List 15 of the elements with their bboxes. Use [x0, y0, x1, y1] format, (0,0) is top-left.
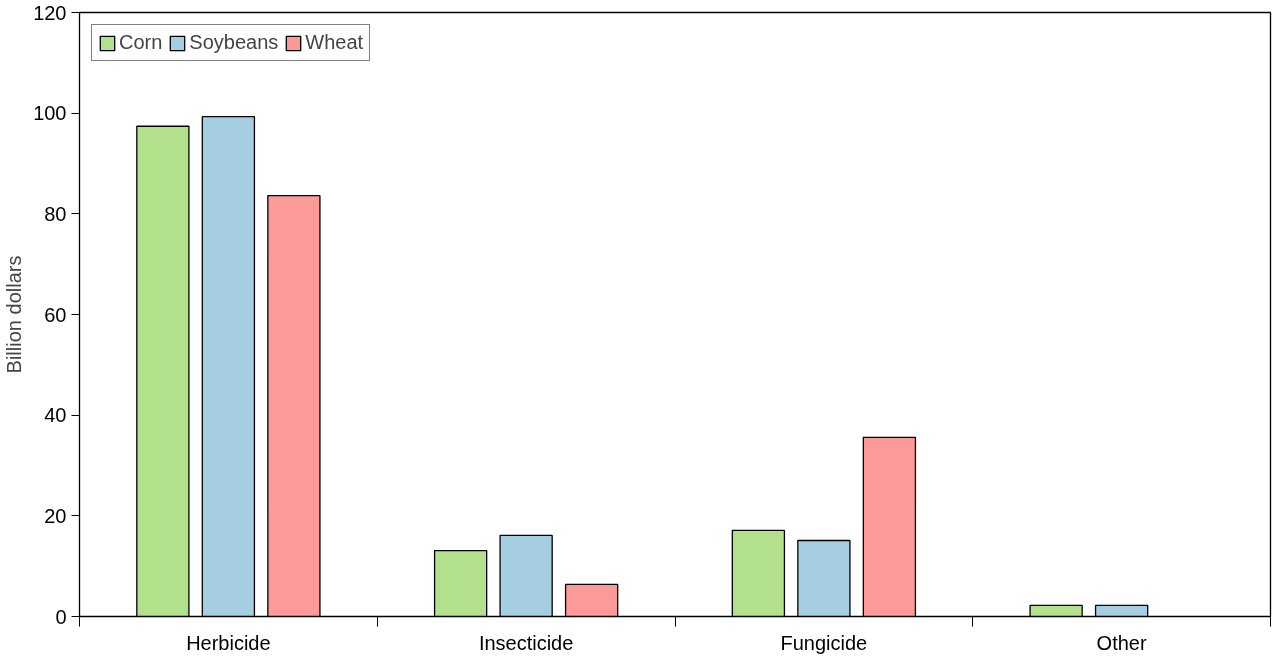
- x-tick-label: Other: [1096, 631, 1147, 654]
- x-tick-label: Insecticide: [478, 631, 574, 654]
- y-tick-label: 40: [44, 404, 67, 427]
- legend-label: Corn: [119, 31, 163, 54]
- y-tick-label: 20: [44, 504, 67, 527]
- y-tick-label: 120: [33, 1, 67, 24]
- x-tick-label: Herbicide: [186, 631, 271, 654]
- legend-label: Wheat: [305, 31, 364, 54]
- y-tick-label: 0: [55, 605, 67, 628]
- y-tick-label: 100: [33, 102, 67, 125]
- x-tick-label: Fungicide: [780, 631, 868, 654]
- legend-label: Soybeans: [189, 31, 279, 54]
- y-axis-title: Billion dollars: [3, 255, 26, 374]
- y-tick-label: 80: [44, 202, 67, 225]
- y-tick-label: 60: [44, 303, 67, 326]
